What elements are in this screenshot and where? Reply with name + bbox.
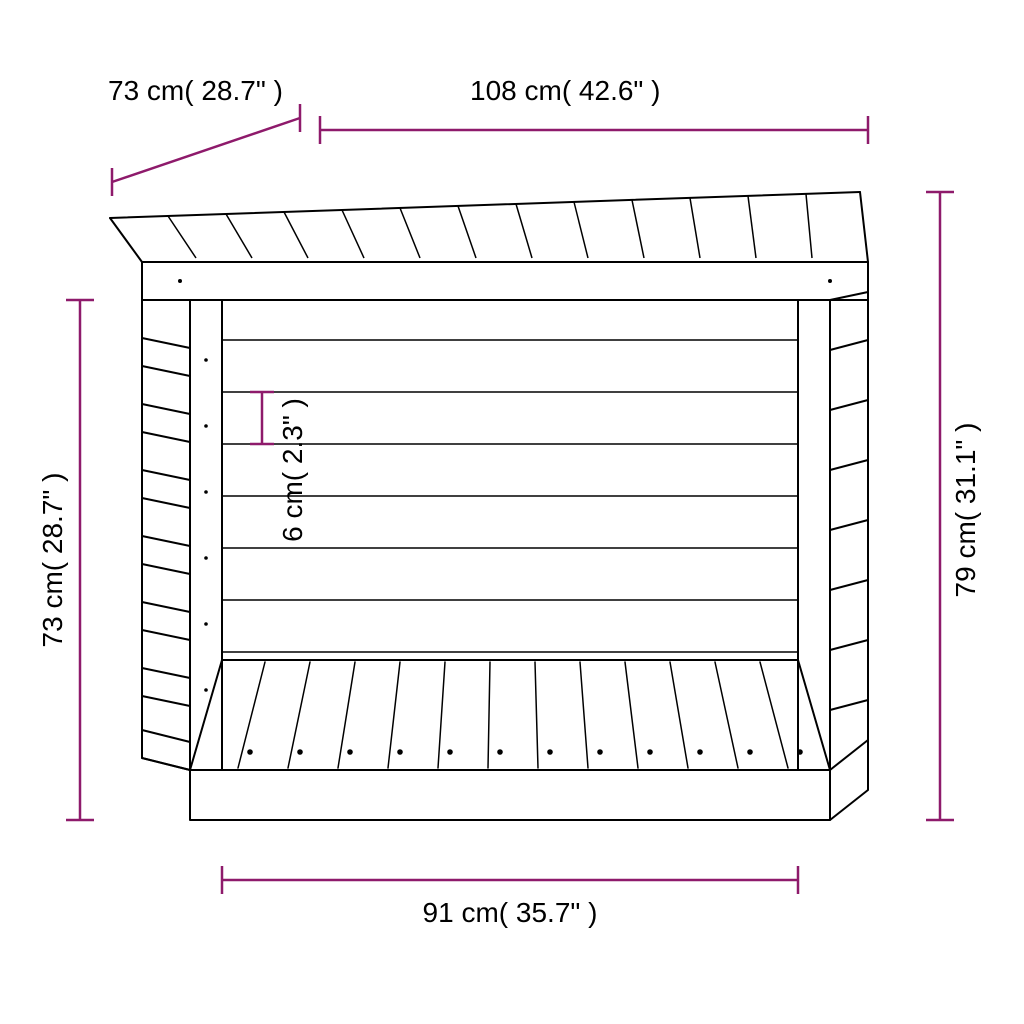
dim-width-top-label: 108 cm( 42.6" ) [470, 75, 660, 106]
product-illustration [110, 192, 868, 820]
dim-height-right: 79 cm( 31.1" ) [926, 192, 981, 820]
dim-slat-gap: 6 cm( 2.3" ) [250, 392, 308, 542]
dim-height-left-label: 73 cm( 28.7" ) [37, 473, 68, 648]
dim-height-right-label: 79 cm( 31.1" ) [950, 423, 981, 598]
dim-slat-gap-label: 6 cm( 2.3" ) [277, 398, 308, 542]
dim-width-bottom: 91 cm( 35.7" ) [222, 866, 798, 928]
dim-depth: 73 cm( 28.7" ) [108, 75, 300, 196]
dimension-drawing: 73 cm( 28.7" ) 108 cm( 42.6" ) 73 cm( 28… [0, 0, 1024, 1024]
dim-depth-label: 73 cm( 28.7" ) [108, 75, 283, 106]
dim-width-top: 108 cm( 42.6" ) [320, 75, 868, 144]
dim-height-left: 73 cm( 28.7" ) [37, 300, 94, 820]
dim-width-bottom-label: 91 cm( 35.7" ) [423, 897, 598, 928]
